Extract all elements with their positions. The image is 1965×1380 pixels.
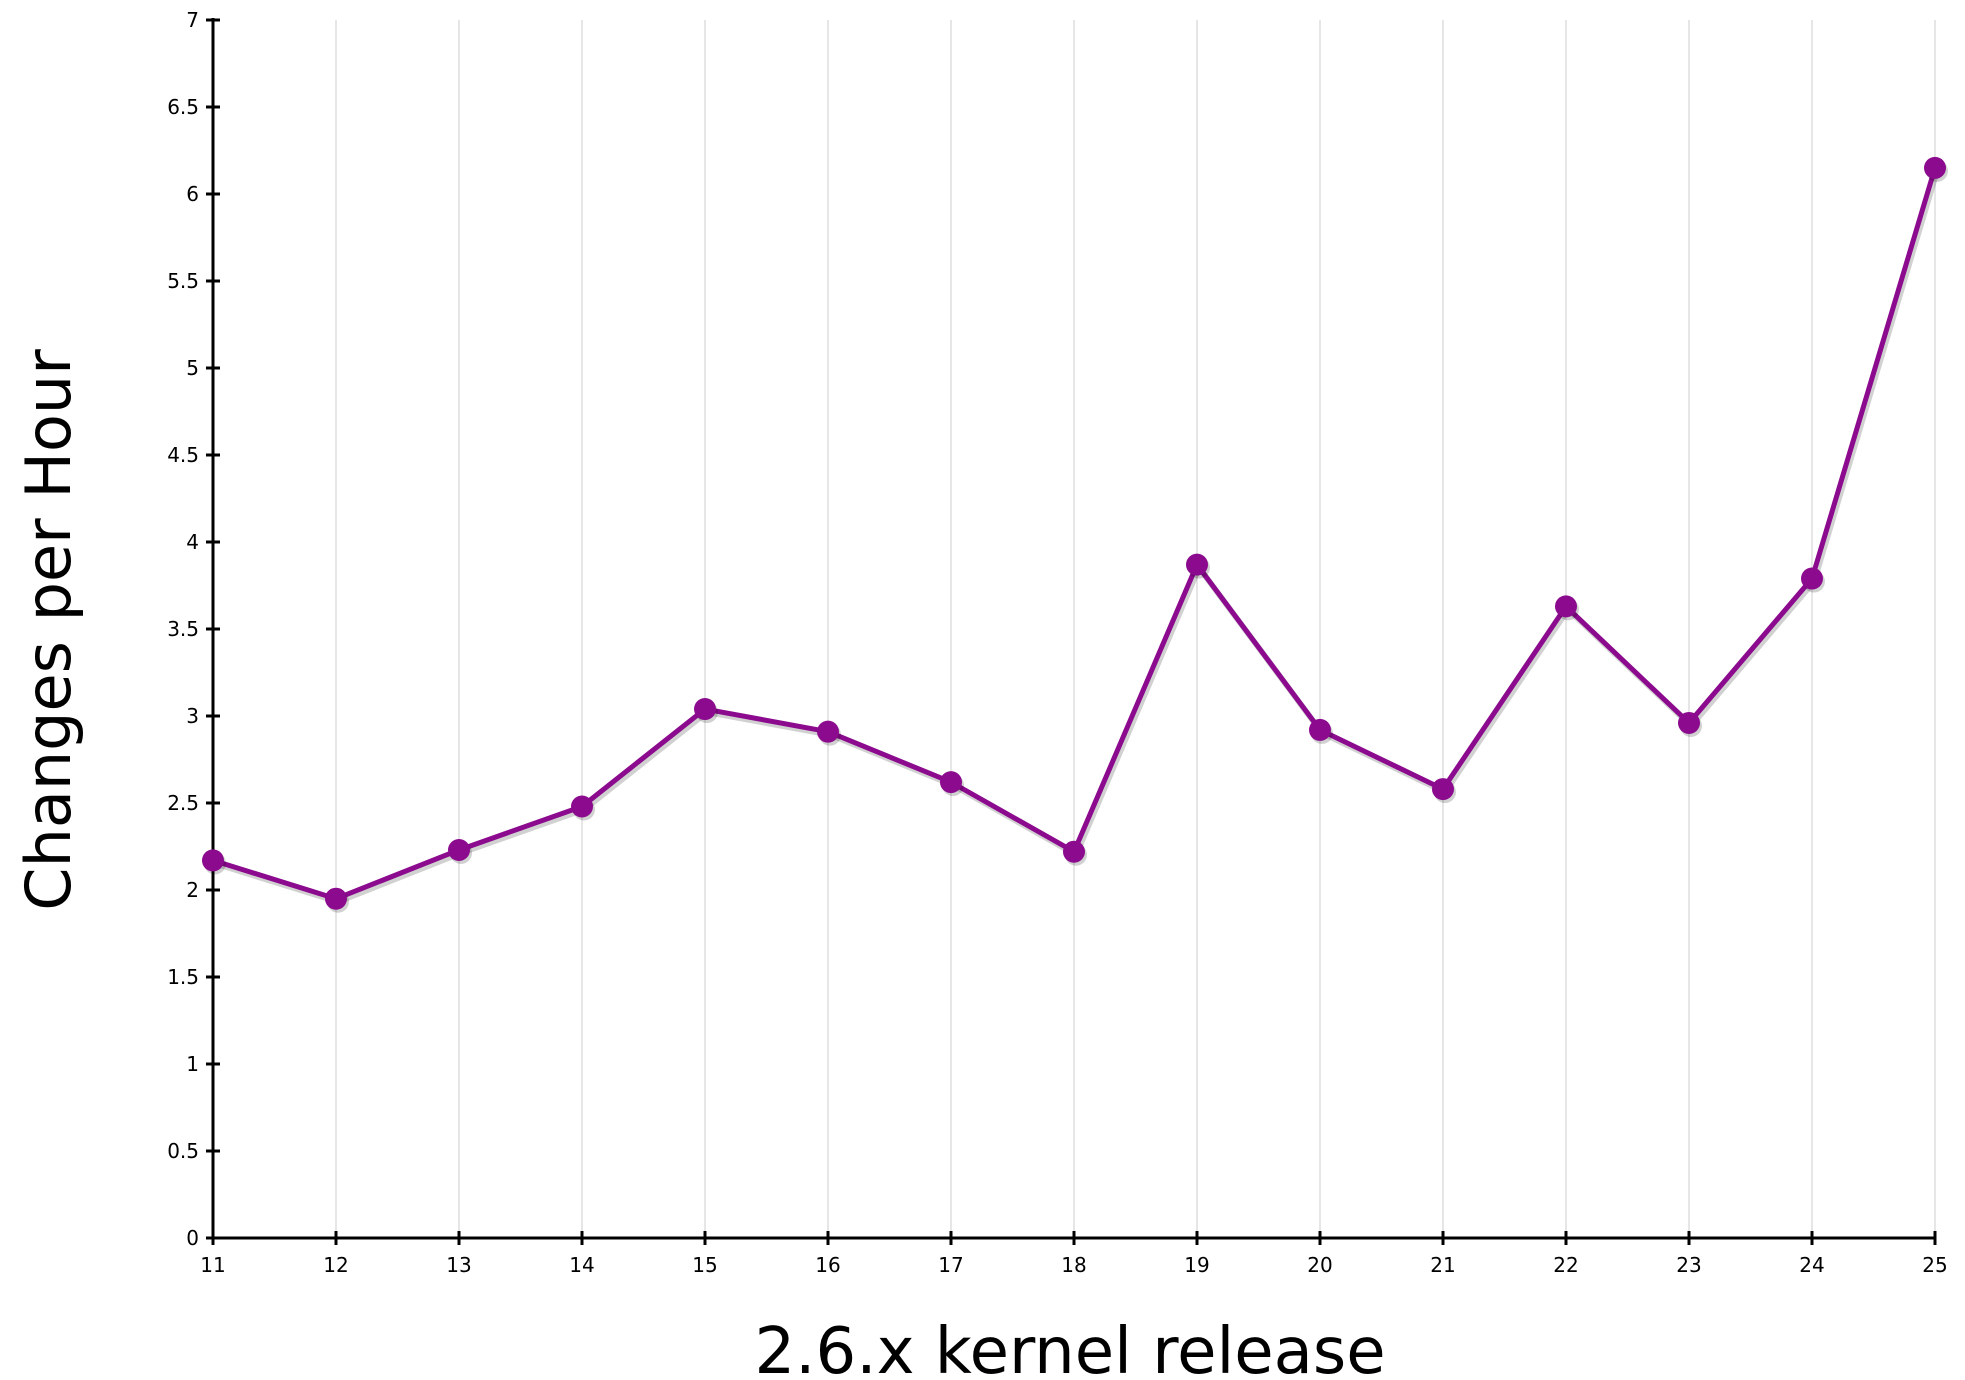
x-tick-label: 14: [569, 1253, 594, 1277]
x-tick-label: 24: [1799, 1253, 1824, 1277]
x-tick-label: 22: [1553, 1253, 1578, 1277]
x-tick-label: 18: [1061, 1253, 1086, 1277]
x-tick-label: 25: [1922, 1253, 1947, 1277]
y-axis-title: Changes per Hour: [12, 349, 85, 911]
data-point: [1063, 840, 1085, 863]
y-tick-label: 1.5: [167, 965, 199, 989]
data-point: [202, 849, 224, 872]
data-series: [202, 156, 1948, 913]
grid-lines: [335, 20, 1936, 1238]
x-tick-label: 19: [1184, 1253, 1209, 1277]
y-tick-label: 3: [186, 704, 199, 728]
x-tick-label: 23: [1676, 1253, 1701, 1277]
x-tick-label: 15: [692, 1253, 717, 1277]
y-tick-label: 6.5: [167, 95, 199, 119]
y-tick-label: 0.5: [167, 1139, 199, 1163]
y-tick-label: 1: [186, 1052, 199, 1076]
data-point: [940, 771, 962, 794]
x-tick-label: 20: [1307, 1253, 1332, 1277]
x-tick-label: 11: [200, 1253, 225, 1277]
data-point: [817, 720, 839, 743]
x-tick-label: 13: [446, 1253, 471, 1277]
data-point: [448, 838, 470, 861]
data-point: [1186, 553, 1208, 576]
y-axis-ticks: 0 0.5 1 1.5 2 2.5 3 3.5 4 4.5 5 5.5 6 6.5 7: [167, 8, 220, 1250]
x-tick-label: 17: [938, 1253, 963, 1277]
data-point: [1309, 718, 1331, 741]
data-point: [1801, 567, 1823, 590]
x-tick-label: 12: [323, 1253, 348, 1277]
x-axis-title: 2.6.x kernel release: [754, 1315, 1385, 1380]
data-point: [325, 887, 347, 910]
data-point: [1432, 778, 1454, 801]
y-tick-label: 2.5: [167, 791, 199, 815]
y-tick-label: 4: [186, 530, 199, 554]
y-tick-label: 3.5: [167, 617, 199, 641]
x-axis-ticks: 11 12 13 14 15 16 17 18 19 20 21 22 23 24 25: [200, 1231, 1948, 1277]
y-tick-label: 5: [186, 356, 199, 380]
data-point: [1678, 711, 1700, 734]
data-point: [1924, 156, 1946, 179]
data-point: [694, 698, 716, 721]
series-line-shadow: [212, 167, 1940, 905]
data-point: [571, 795, 593, 818]
data-point: [1555, 595, 1577, 618]
y-tick-label: 0: [186, 1226, 199, 1250]
x-tick-label: 21: [1430, 1253, 1455, 1277]
y-tick-label: 2: [186, 878, 199, 902]
y-tick-label: 5.5: [167, 269, 199, 293]
y-tick-label: 4.5: [167, 443, 199, 467]
y-tick-label: 6: [186, 182, 199, 206]
x-tick-label: 16: [815, 1253, 840, 1277]
y-tick-label: 7: [186, 8, 199, 32]
